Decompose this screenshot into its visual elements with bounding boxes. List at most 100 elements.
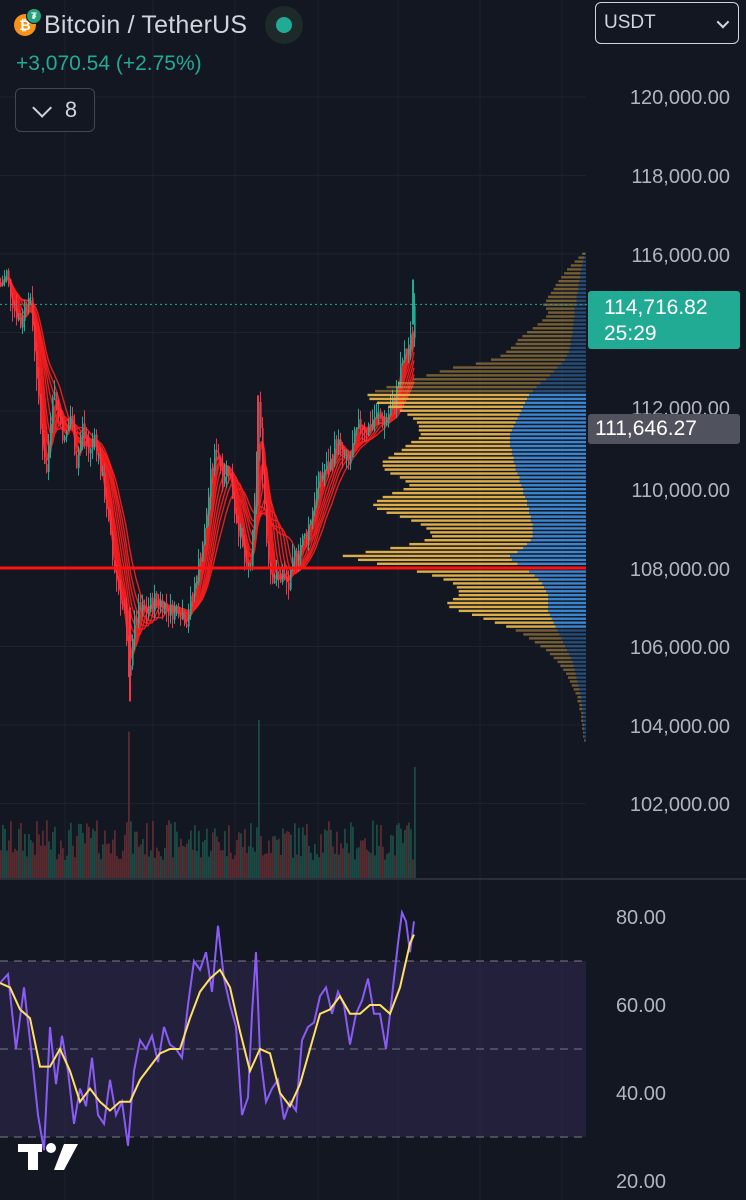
candle-body xyxy=(320,472,322,480)
candle-body xyxy=(314,505,316,512)
candle-body xyxy=(402,360,404,364)
candle-body xyxy=(22,320,24,328)
candle-body xyxy=(264,474,266,504)
volume-bar xyxy=(102,844,104,878)
volume-profile-bar-down xyxy=(574,307,586,310)
candle-body xyxy=(274,580,276,583)
volume-profile-bar-down xyxy=(568,652,586,656)
candle-body xyxy=(170,604,172,616)
volume-bar xyxy=(38,834,40,878)
volume-bar xyxy=(288,831,290,878)
volume-profile-bar-down xyxy=(515,468,586,471)
volume-profile-bar-down xyxy=(521,409,586,412)
volume-profile-bar-up xyxy=(388,456,514,459)
candle-body xyxy=(292,557,294,568)
volume-bar xyxy=(12,852,14,878)
tether-icon: ₮ xyxy=(26,8,42,24)
volume-profile-bar-up xyxy=(553,656,571,660)
price-axis-label: 108,000.00 xyxy=(629,559,730,581)
candle-body xyxy=(334,439,336,464)
candle-body xyxy=(372,419,374,428)
volume-profile-bar-up xyxy=(557,660,573,664)
volume-profile-bar-down xyxy=(559,633,586,636)
currency-select-value: USDT xyxy=(604,12,656,33)
volume-profile-bar-down xyxy=(570,338,586,342)
volume-profile-bar-down xyxy=(577,291,586,295)
volume-profile-bar-up xyxy=(375,389,533,393)
volume-profile-bar-up xyxy=(365,550,518,554)
candle-body xyxy=(246,562,248,567)
candle-body xyxy=(190,595,192,615)
volume-profile-bar-down xyxy=(532,531,586,534)
volume-profile-bar-up xyxy=(491,358,566,361)
volume-profile-bar-up xyxy=(523,633,560,636)
volume-profile-bar-down xyxy=(527,397,586,401)
volume-profile-bar-up xyxy=(553,287,579,291)
volume-bar xyxy=(352,826,354,878)
candle-body xyxy=(342,444,344,457)
candle-body xyxy=(288,582,290,590)
volume-bar xyxy=(118,858,120,878)
volume-profile-bar-up xyxy=(555,283,579,287)
volume-profile-bar-down xyxy=(572,660,586,664)
volume-bar xyxy=(338,854,340,878)
volume-bar xyxy=(254,851,256,878)
currency-select[interactable]: USDT xyxy=(595,2,739,44)
volume-bar xyxy=(350,822,352,878)
candle-body xyxy=(116,572,118,580)
symbol-header[interactable]: ₿ ₮ Bitcoin / TetherUS xyxy=(14,6,304,44)
candle-body xyxy=(156,593,158,602)
candle-body xyxy=(328,461,330,470)
candle-body xyxy=(2,282,4,286)
volume-bar xyxy=(232,859,234,878)
volume-bar xyxy=(382,846,384,878)
market-status-indicator[interactable] xyxy=(265,6,304,44)
moving-average-ribbon xyxy=(0,274,416,661)
volume-bar xyxy=(224,831,226,878)
volume-profile-bar-down xyxy=(584,723,586,726)
volume-profile-bar-up xyxy=(403,488,524,491)
volume-bar xyxy=(144,854,146,878)
candle-body xyxy=(16,308,18,320)
volume-bar xyxy=(258,719,260,878)
volume-bar xyxy=(40,845,42,878)
volume-bar xyxy=(158,851,160,878)
volume-profile-bar-down xyxy=(510,433,586,436)
volume-bar xyxy=(86,823,88,878)
volume-bar xyxy=(180,838,182,878)
volume-profile-bar-down xyxy=(548,601,586,605)
candle-body xyxy=(86,436,88,446)
candle-body xyxy=(226,465,228,477)
volume-bar xyxy=(240,833,242,878)
price-axis-label: 110,000.00 xyxy=(631,480,730,502)
indicators-toggle-button[interactable]: 8 xyxy=(15,88,95,132)
volume-profile-bar-down xyxy=(567,648,586,652)
volume-bar xyxy=(234,855,236,878)
candle-body xyxy=(42,429,44,451)
volume-bar xyxy=(282,828,284,878)
candle-body xyxy=(102,472,104,476)
candle-body xyxy=(354,429,356,444)
volume-profile-bar-up xyxy=(342,554,510,558)
candle-body xyxy=(140,602,142,611)
volume-profile-bar-down xyxy=(548,593,586,597)
volume-bar xyxy=(252,847,254,878)
volume-profile-bar-down xyxy=(551,617,586,620)
candle-body xyxy=(300,545,302,556)
volume-profile-bar-down xyxy=(548,609,586,613)
candle-body xyxy=(398,382,400,387)
volume-profile-bar-up xyxy=(399,515,531,518)
ma-line xyxy=(0,277,415,627)
volume-profile-bar-down xyxy=(557,629,586,632)
volume-profile-bar-up xyxy=(397,382,541,385)
symbol-title[interactable]: Bitcoin / TetherUS xyxy=(44,10,248,39)
volume-profile-bar-up xyxy=(472,613,550,616)
volume-bar xyxy=(244,829,246,878)
volume-bar xyxy=(2,824,4,878)
volume-profile-bar-up xyxy=(548,311,575,314)
volume-bar xyxy=(228,825,230,878)
volume-profile-bar-up xyxy=(546,648,567,652)
volume-bar xyxy=(222,850,224,878)
volume-profile-bar-up xyxy=(386,385,537,389)
